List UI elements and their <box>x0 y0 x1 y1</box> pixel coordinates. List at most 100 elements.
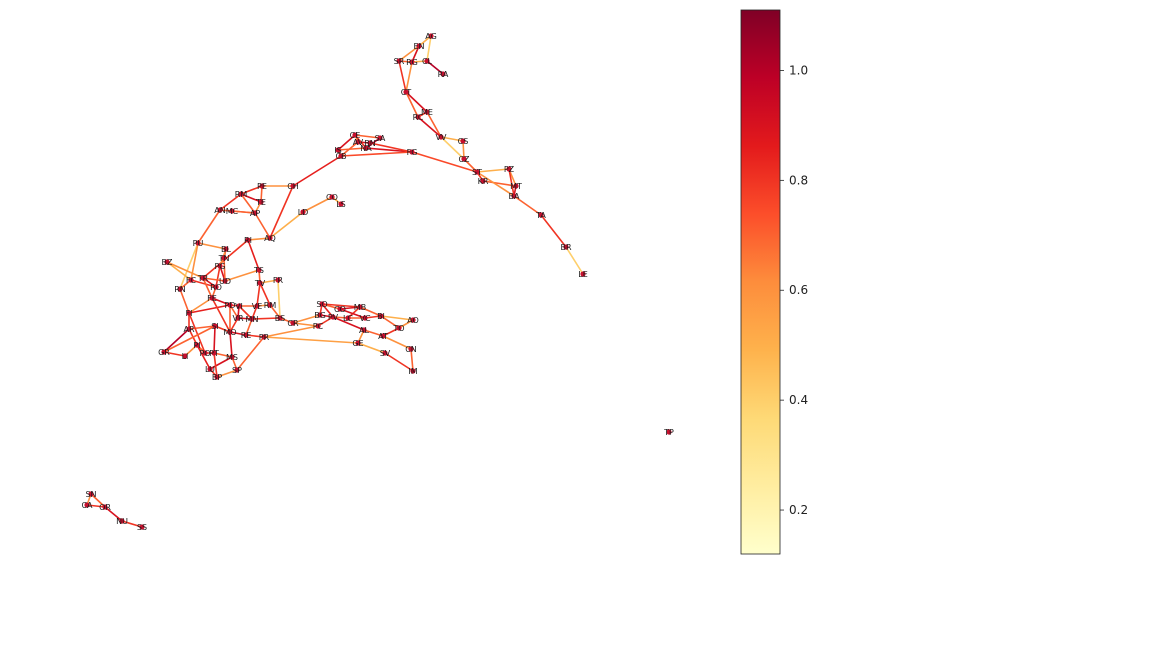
edge-MB-BI <box>359 306 382 317</box>
node-FC <box>188 277 194 283</box>
node-label-ME: ME <box>421 108 433 117</box>
edge-RM2-TV <box>259 282 271 306</box>
node-AG <box>428 33 434 39</box>
edge-RE-MN <box>245 318 253 336</box>
edge-PV-AL <box>332 316 365 331</box>
node-VE <box>254 303 260 309</box>
colorbar-tick-label: 0.8 <box>789 173 808 187</box>
edge-FG-ST <box>411 151 478 173</box>
node-label-TA: TA <box>535 211 546 220</box>
node-label-CT: CT <box>401 88 412 97</box>
edge-FG-NA <box>365 147 413 153</box>
edge-SO-MB <box>321 303 361 308</box>
node-AP <box>252 210 258 216</box>
node-FI <box>186 310 192 316</box>
edge-VV-CS <box>440 136 464 142</box>
edge-PR-GE <box>263 336 359 344</box>
node-SS <box>139 524 145 530</box>
node-RN <box>177 286 183 292</box>
node-label-PO: PO <box>199 349 210 358</box>
edge-FR-BS <box>277 279 281 319</box>
edge-CT-ME <box>405 91 428 113</box>
node-PD <box>227 302 233 308</box>
node-label-RI: RI <box>244 236 252 245</box>
node-OR <box>102 504 108 510</box>
edge-ST-BA <box>476 171 515 197</box>
colorbar-ticks: 0.2 0.4 0.6 0.8 1.0 <box>780 63 808 517</box>
node-PR <box>261 334 267 340</box>
edge-BA-TA <box>513 195 542 216</box>
node-IS <box>335 147 341 153</box>
edge-ME-VV <box>426 111 442 138</box>
node-RO <box>213 284 219 290</box>
node-CT <box>403 89 409 95</box>
edge-PZ-BA <box>508 168 515 197</box>
node-label-RA: RA <box>438 70 449 79</box>
node-label-AN: AN <box>214 206 225 215</box>
node-label-BN: BN <box>364 139 375 148</box>
node-label-RO: RO <box>210 283 222 292</box>
node-CL <box>424 58 430 64</box>
node-label-TV: TV <box>254 279 266 288</box>
node-label-VV: VV <box>436 133 447 142</box>
edge-LD-CO <box>302 196 333 213</box>
edge-CT-RC <box>405 91 419 118</box>
node-KR <box>480 178 486 184</box>
node-CA <box>84 502 90 508</box>
edge-BP-SP <box>216 369 238 378</box>
edge-MS-MO <box>229 331 233 358</box>
node-label-SO: SO <box>316 300 327 309</box>
edge-BZ-TR <box>166 261 204 279</box>
node-BZ <box>164 259 170 265</box>
edges-layer <box>86 35 584 528</box>
edge-BR-LE <box>565 246 584 275</box>
node-LD <box>300 209 306 215</box>
edge-CB-FG <box>340 151 413 157</box>
edge-PC-PV <box>317 316 334 327</box>
node-PE <box>259 183 265 189</box>
node-PI <box>194 342 200 348</box>
edge-RM2-BS <box>269 304 281 319</box>
node-SA <box>377 135 383 141</box>
node-label-BG: BG <box>314 311 326 320</box>
node-AR <box>186 326 192 332</box>
node-BR <box>563 244 569 250</box>
node-BL <box>223 246 229 252</box>
node-ME <box>424 109 430 115</box>
node-label-CE: CE <box>350 131 361 140</box>
node-SR <box>396 58 402 64</box>
node-label-BP: BP <box>212 373 222 382</box>
node-label-NU: NU <box>116 517 128 526</box>
node-CO2 <box>337 306 343 312</box>
edge-TR-RO <box>202 277 217 288</box>
node-label-PR: PR <box>259 333 270 342</box>
node-label-GR: GR <box>158 348 170 357</box>
node-label-PG: PG <box>214 262 225 271</box>
node-VI <box>236 303 242 309</box>
node-label-CN: CN <box>405 345 417 354</box>
edge-PC-CR <box>292 322 319 327</box>
edge-TO-AO <box>398 319 414 329</box>
colorbar: 0.2 0.4 0.6 0.8 1.0 <box>740 9 808 555</box>
node-RC <box>415 114 421 120</box>
node-UD <box>222 278 228 284</box>
edge-SO-PV <box>321 303 334 318</box>
node-label-CO2: CO <box>334 305 346 314</box>
colorbar-tick-label: 0.4 <box>789 393 808 407</box>
node-label-TE: TE <box>255 198 266 207</box>
node-label-RG: RG <box>406 58 418 67</box>
node-TN <box>221 255 227 261</box>
node-PZ <box>506 166 512 172</box>
edge-BN-FG <box>369 142 413 153</box>
node-label-OR: OR <box>99 503 111 512</box>
edge-CO2-VC <box>339 308 366 319</box>
edge-CL-RA <box>426 60 444 75</box>
edge-BP-PT <box>213 352 218 378</box>
edge-CS-CZ <box>462 140 465 160</box>
edge-AT-AL <box>363 329 384 337</box>
edge-GR-AR <box>163 328 190 353</box>
edge-VV-CZ <box>440 136 465 160</box>
edge-AV-CB <box>340 141 359 157</box>
node-CO <box>329 194 335 200</box>
edge-TN-UD <box>223 257 226 282</box>
